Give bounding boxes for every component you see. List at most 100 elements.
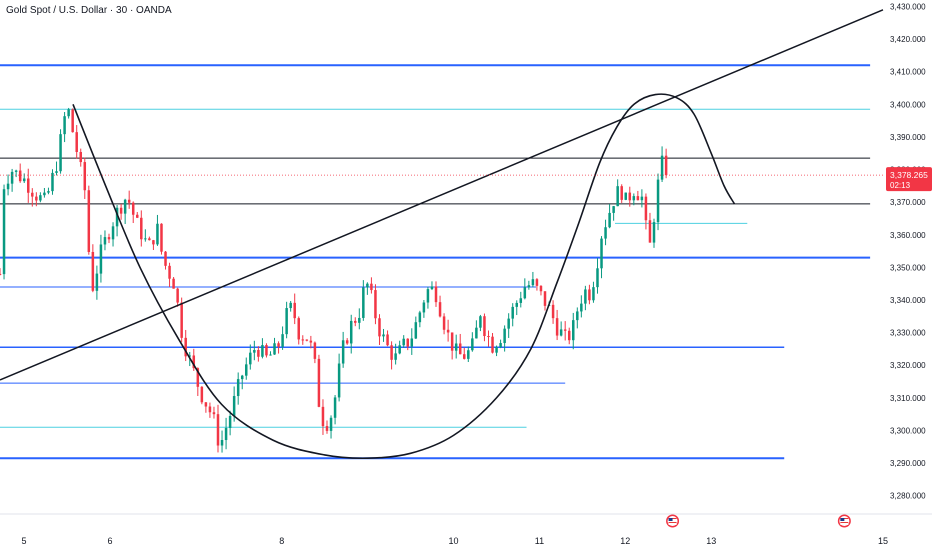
candle-body	[507, 318, 510, 329]
x-tick-label: 11	[535, 536, 544, 546]
candle-body	[523, 287, 527, 299]
us-flag-icon[interactable]	[666, 514, 680, 528]
candle-body	[341, 340, 345, 364]
candle-body	[204, 402, 208, 407]
candle-body	[559, 329, 563, 336]
candle-body	[519, 298, 523, 303]
projection-curve[interactable]	[72, 93, 736, 460]
x-tick-label: 6	[107, 536, 112, 546]
x-tick-label: 5	[22, 536, 27, 546]
price-axis[interactable]: 3,280.000 3,290.000 3,300.000 3,310.000 3,32…	[884, 0, 932, 550]
candle-body	[483, 316, 486, 337]
candle-body	[479, 316, 482, 328]
candle-body	[374, 290, 377, 319]
candle-body	[232, 396, 236, 416]
candle-body	[463, 354, 466, 359]
candle-body	[236, 379, 240, 397]
candle-body	[59, 134, 62, 172]
us-flag-icon[interactable]	[837, 514, 851, 528]
candle-body	[180, 302, 183, 338]
candle-body	[418, 312, 422, 323]
candle-body	[527, 285, 531, 288]
drawing-lines	[0, 9, 884, 460]
candle-body	[144, 238, 147, 240]
candle-body	[434, 286, 438, 303]
candle-body	[43, 192, 46, 196]
candle-body	[487, 336, 490, 338]
candle-body	[644, 196, 648, 221]
candle-body	[136, 214, 139, 218]
candle-body	[119, 207, 123, 214]
candle-body	[362, 287, 365, 318]
candle-body	[265, 345, 268, 356]
flag-stripe	[668, 522, 677, 523]
candle-body	[563, 329, 567, 331]
candle-body	[588, 289, 591, 301]
candle-body	[216, 414, 220, 446]
time-axis[interactable]: 5 6 8 10 11 12 13 15	[0, 513, 932, 550]
event-markers[interactable]	[666, 514, 851, 528]
candle-body	[450, 332, 454, 351]
flag-stripe	[840, 522, 849, 523]
candle-body	[604, 227, 607, 239]
candle-body	[71, 109, 74, 133]
candle-body	[200, 386, 204, 403]
candle-body	[454, 343, 458, 351]
candle-body	[55, 171, 58, 173]
candle-body	[309, 340, 313, 343]
candle-body	[446, 329, 450, 333]
flag-canton	[668, 518, 673, 521]
candle-body	[131, 202, 135, 215]
candle-body	[152, 240, 155, 245]
candle-body	[208, 406, 212, 413]
candle-body	[567, 330, 571, 341]
candle-body	[576, 311, 579, 321]
y-tick-label: 3,430.000	[890, 3, 926, 12]
flag-canton	[840, 518, 845, 521]
y-tick-label: 3,400.000	[890, 100, 926, 109]
candle-body	[378, 318, 381, 337]
y-tick-label: 3,410.000	[890, 68, 926, 77]
candle-body	[390, 345, 393, 360]
candle-body	[386, 334, 389, 346]
candle-body	[18, 170, 22, 182]
candle-body	[31, 192, 34, 197]
candle-body	[551, 304, 555, 319]
symbol-title: Gold Spot / U.S. Dollar · 30 · OANDA	[6, 5, 172, 16]
candle-body	[228, 415, 232, 428]
candle-body	[624, 192, 627, 200]
candle-body	[580, 303, 583, 312]
candle-body	[63, 116, 66, 135]
candle-body	[51, 172, 54, 192]
candle-body	[596, 268, 599, 288]
y-tick-label: 3,280.000	[890, 492, 926, 501]
candle-body	[253, 349, 256, 353]
candle-body	[438, 302, 442, 317]
y-tick-label: 3,350.000	[890, 263, 926, 272]
candle-body	[313, 342, 317, 359]
candle-body	[406, 338, 409, 347]
candle-body	[515, 302, 518, 307]
price-label-countdown: 02:13	[890, 181, 911, 190]
candle-body	[75, 132, 78, 152]
candle-body	[640, 196, 644, 201]
candle-body	[123, 199, 127, 214]
candle-body	[148, 238, 151, 241]
y-tick-label: 3,370.000	[890, 198, 926, 207]
candle-body	[398, 345, 401, 354]
time-axis-bg	[0, 514, 932, 550]
y-tick-label: 3,320.000	[890, 361, 926, 370]
candle-body	[39, 195, 42, 201]
candle-body	[370, 283, 373, 291]
candle-body	[168, 265, 171, 279]
candle-body	[317, 358, 321, 407]
candle-body	[354, 320, 357, 323]
candle-body	[172, 278, 175, 289]
candle-body	[458, 343, 462, 355]
candle-body	[608, 212, 611, 228]
candlesticks	[0, 107, 668, 453]
trend-line[interactable]	[0, 9, 884, 381]
candle-body	[297, 318, 300, 340]
candle-body	[628, 192, 632, 201]
